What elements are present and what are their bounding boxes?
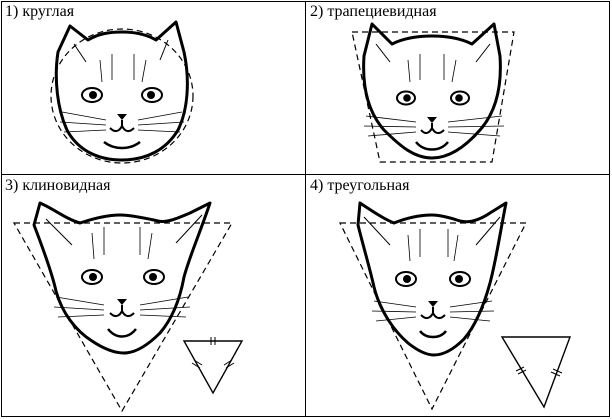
- panel-3-caption: клиновидная: [22, 177, 111, 194]
- panel-3-number: 3): [5, 177, 19, 194]
- panel-1-label: 1) круглая: [5, 4, 74, 20]
- panel-4-caption: треугольная: [327, 177, 410, 194]
- panel-2-drawing: [351, 22, 515, 163]
- panel-2-label: 2) трапециевидная: [310, 4, 437, 20]
- panel-3-drawing: [12, 201, 244, 413]
- isosceles-triangle-icon: [500, 336, 572, 409]
- wedge-outline-guide: [12, 222, 234, 413]
- panel-4-number: 4): [310, 177, 324, 194]
- panel-1-drawing: [50, 20, 194, 164]
- cat-head-trapezoid: [362, 22, 505, 160]
- panel-4-drawing: [339, 201, 572, 411]
- panel-4-label: 4) треугольная: [310, 178, 409, 194]
- panel-1-caption: круглая: [22, 3, 75, 20]
- cat-head-triangular: [356, 201, 508, 357]
- horizontal-divider: [2, 174, 609, 175]
- cat-head-round: [54, 20, 189, 162]
- panel-3-label: 3) клиновидная: [5, 178, 111, 194]
- panel-2-caption: трапециевидная: [327, 3, 437, 20]
- round-outline-guide: [50, 28, 194, 164]
- panel-1-number: 1): [5, 3, 19, 20]
- cat-head-wedge: [32, 201, 212, 355]
- panel-2-number: 2): [310, 3, 324, 20]
- trapezoid-outline-guide: [351, 31, 515, 163]
- vertical-divider: [305, 2, 306, 416]
- equilateral-triangle-icon: [182, 337, 244, 395]
